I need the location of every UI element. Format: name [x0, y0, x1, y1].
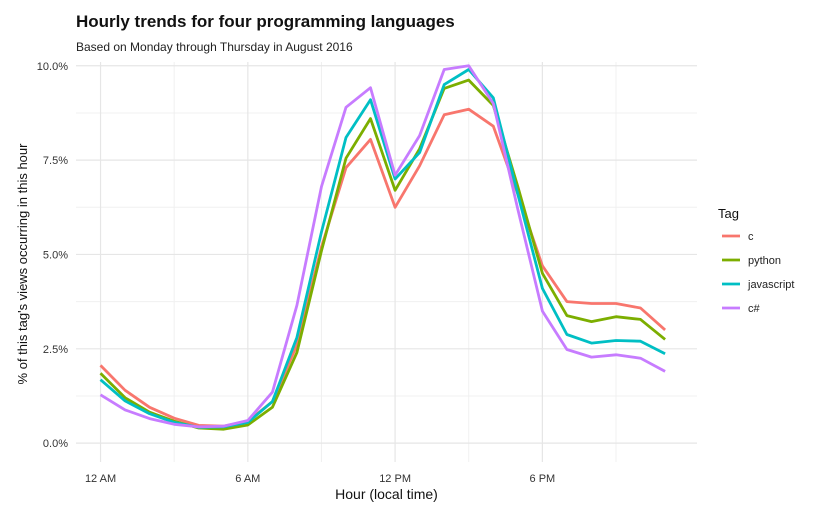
legend-label: python: [748, 255, 781, 267]
y-tick-label: 10.0%: [37, 61, 68, 73]
y-tick-label: 7.5%: [43, 155, 68, 167]
x-tick-label: 12 AM: [85, 473, 116, 485]
legend-label: javascript: [747, 279, 794, 291]
y-axis-title: % of this tag's views occurring in this …: [15, 143, 30, 385]
x-tick-label: 6 AM: [235, 473, 260, 485]
y-tick-label: 5.0%: [43, 249, 68, 261]
chart-title: Hourly trends for four programming langu…: [76, 12, 455, 31]
series-line-c: [99, 107, 667, 428]
y-tick-label: 0.0%: [43, 438, 68, 450]
x-tick-label: 12 PM: [379, 473, 411, 485]
legend-label: c: [748, 231, 754, 243]
series-line-csharp: [99, 64, 666, 429]
legend-title: Tag: [718, 206, 739, 221]
legend-label: c#: [748, 303, 761, 315]
x-axis-title: Hour (local time): [335, 486, 438, 502]
x-tick-label: 6 PM: [530, 473, 556, 485]
series-line-javascript: [99, 68, 666, 429]
chart-subtitle: Based on Monday through Thursday in Augu…: [76, 40, 353, 54]
y-tick-label: 2.5%: [43, 344, 68, 356]
